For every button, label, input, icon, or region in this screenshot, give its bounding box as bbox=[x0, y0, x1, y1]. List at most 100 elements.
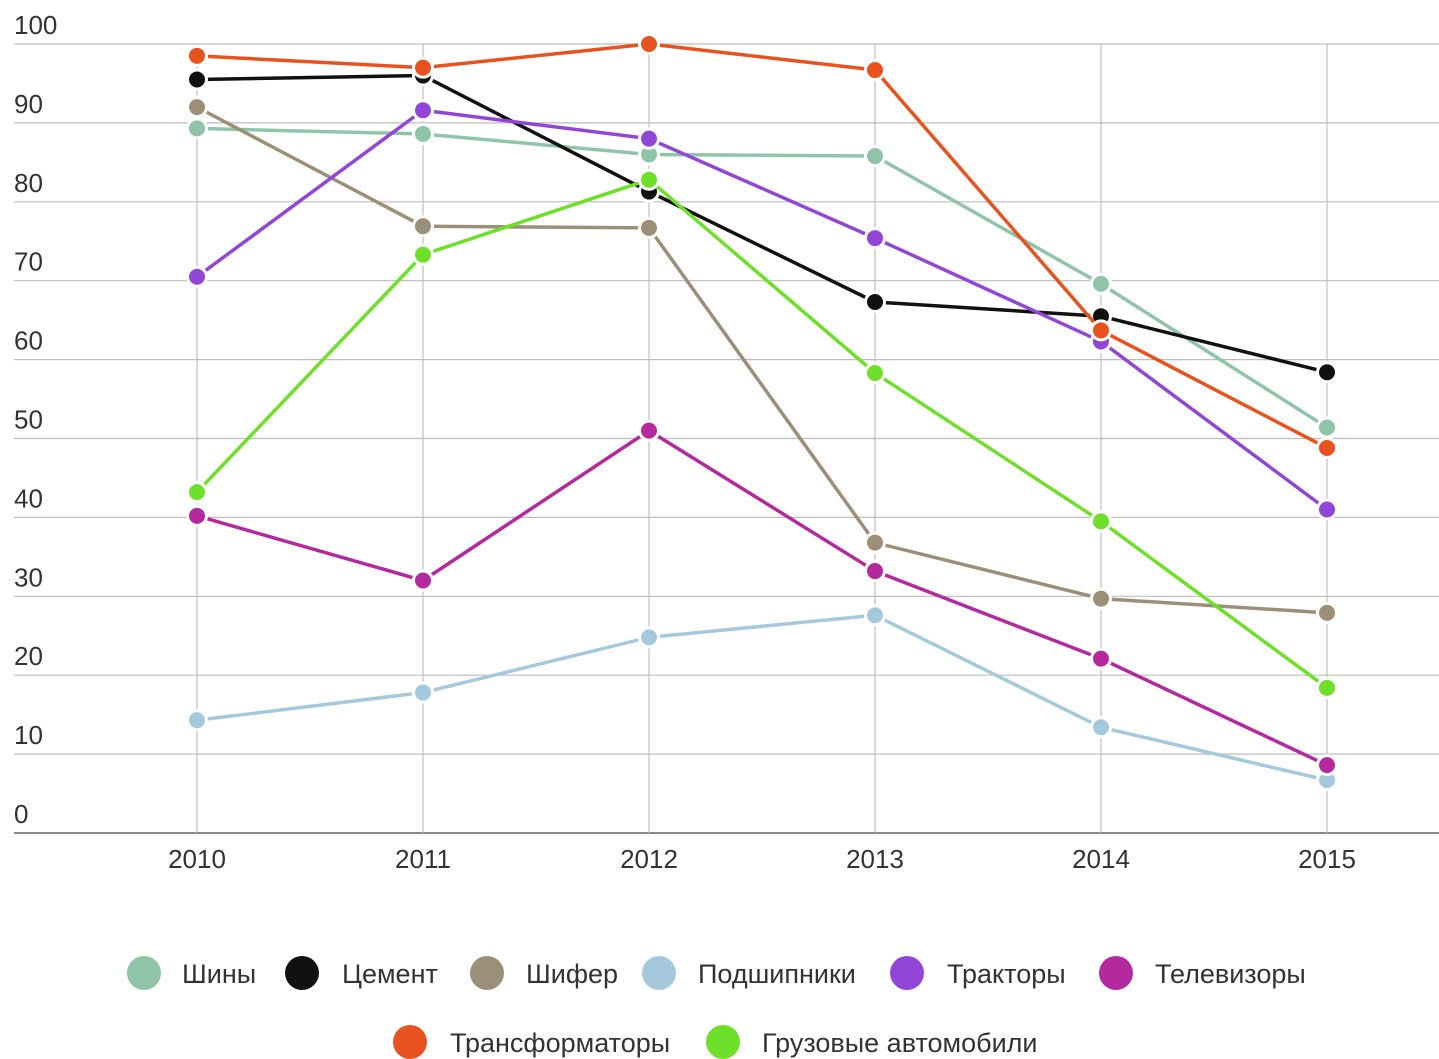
data-point-7-2011[interactable] bbox=[412, 56, 434, 79]
legend-swatch-6 bbox=[1099, 956, 1133, 990]
legend-label-4: Подшипники bbox=[698, 959, 856, 989]
series-2 bbox=[186, 64, 1338, 384]
legend-label-5: Тракторы bbox=[947, 959, 1066, 989]
data-point-5-2015[interactable] bbox=[1316, 498, 1338, 521]
data-point-8-2013[interactable] bbox=[864, 362, 886, 385]
data-point-5-2012[interactable] bbox=[638, 127, 660, 150]
data-point-7-2012[interactable] bbox=[638, 33, 660, 55]
data-point-8-2011[interactable] bbox=[412, 243, 434, 266]
y-tick-label-50: 50 bbox=[14, 405, 43, 435]
y-tick-label-30: 30 bbox=[14, 562, 43, 592]
series-7 bbox=[186, 33, 1338, 459]
data-point-5-2010[interactable] bbox=[186, 265, 208, 288]
series-3 bbox=[186, 96, 1338, 624]
legend-label-2: Цемент bbox=[342, 959, 438, 989]
x-axis-ticks: 2010 2011 2012 2013 2014 2015 bbox=[168, 844, 1356, 874]
legend-label-1: Шины bbox=[182, 959, 256, 989]
data-point-2-2015[interactable] bbox=[1316, 361, 1338, 384]
legend-item-3[interactable]: Шифер bbox=[470, 956, 618, 990]
series-4 bbox=[186, 604, 1338, 792]
data-point-3-2012[interactable] bbox=[638, 216, 660, 239]
legend-label-8: Грузовые автомобили bbox=[762, 1028, 1037, 1058]
legend-label-7: Трансформаторы bbox=[450, 1028, 670, 1058]
data-point-3-2011[interactable] bbox=[412, 215, 434, 238]
data-point-3-2015[interactable] bbox=[1316, 601, 1338, 624]
legend-swatch-3 bbox=[470, 956, 504, 990]
y-tick-label-0: 0 bbox=[14, 799, 28, 829]
legend-swatch-5 bbox=[890, 956, 924, 990]
data-point-3-2010[interactable] bbox=[186, 96, 208, 119]
data-point-7-2015[interactable] bbox=[1316, 436, 1338, 459]
data-point-8-2014[interactable] bbox=[1090, 510, 1112, 533]
data-point-1-2010[interactable] bbox=[186, 117, 208, 140]
data-point-7-2010[interactable] bbox=[186, 44, 208, 67]
legend-item-6[interactable]: Телевизоры bbox=[1099, 956, 1306, 990]
series-line-4 bbox=[195, 613, 1329, 782]
data-point-1-2014[interactable] bbox=[1090, 272, 1112, 295]
legend-item-5[interactable]: Тракторы bbox=[890, 956, 1066, 990]
data-point-6-2012[interactable] bbox=[638, 419, 660, 442]
series bbox=[186, 33, 1338, 792]
data-point-4-2014[interactable] bbox=[1090, 716, 1112, 739]
y-tick-label-60: 60 bbox=[14, 326, 43, 356]
x-tick-label-2014: 2014 bbox=[1072, 844, 1130, 874]
data-point-6-2011[interactable] bbox=[412, 569, 434, 592]
legend: Шины Цемент Шифер Подшипники Тракторы Телевиз… bbox=[127, 956, 1306, 1059]
series-line-5 bbox=[195, 108, 1329, 512]
legend-item-7[interactable]: Трансформаторы bbox=[393, 1025, 670, 1059]
y-tick-label-100: 100 bbox=[14, 10, 57, 40]
data-point-8-2012[interactable] bbox=[638, 168, 660, 191]
series-line-6 bbox=[195, 428, 1329, 767]
y-tick-label-80: 80 bbox=[14, 168, 43, 198]
legend-swatch-8 bbox=[706, 1025, 740, 1059]
data-point-4-2013[interactable] bbox=[864, 604, 886, 627]
series-line-8 bbox=[195, 177, 1329, 690]
data-point-1-2011[interactable] bbox=[412, 122, 434, 145]
data-point-1-2015[interactable] bbox=[1316, 416, 1338, 439]
legend-swatch-2 bbox=[285, 956, 319, 990]
data-point-2-2013[interactable] bbox=[864, 291, 886, 314]
legend-item-2[interactable]: Цемент bbox=[285, 956, 438, 990]
data-point-2-2010[interactable] bbox=[186, 68, 208, 91]
series-line-7 bbox=[195, 42, 1329, 450]
data-point-8-2010[interactable] bbox=[186, 481, 208, 504]
y-tick-label-70: 70 bbox=[14, 247, 43, 277]
data-point-8-2015[interactable] bbox=[1316, 676, 1338, 699]
data-point-5-2011[interactable] bbox=[412, 99, 434, 122]
series-1 bbox=[186, 117, 1338, 439]
data-point-3-2014[interactable] bbox=[1090, 587, 1112, 610]
x-tick-label-2015: 2015 bbox=[1298, 844, 1356, 874]
y-tick-label-40: 40 bbox=[14, 483, 43, 513]
series-line-1 bbox=[195, 126, 1329, 430]
data-point-5-2013[interactable] bbox=[864, 227, 886, 250]
legend-swatch-1 bbox=[127, 956, 161, 990]
legend-item-1[interactable]: Шины bbox=[127, 956, 256, 990]
data-point-4-2010[interactable] bbox=[186, 709, 208, 732]
legend-label-6: Телевизоры bbox=[1155, 959, 1306, 989]
data-point-6-2014[interactable] bbox=[1090, 647, 1112, 670]
legend-swatch-4 bbox=[642, 956, 676, 990]
x-tick-label-2010: 2010 bbox=[168, 844, 226, 874]
data-point-6-2013[interactable] bbox=[864, 560, 886, 583]
data-point-4-2012[interactable] bbox=[638, 626, 660, 649]
data-point-7-2014[interactable] bbox=[1090, 319, 1112, 342]
legend-swatch-7 bbox=[393, 1025, 427, 1059]
series-line-3 bbox=[195, 105, 1329, 615]
series-8 bbox=[186, 168, 1338, 699]
data-point-6-2015[interactable] bbox=[1316, 754, 1338, 777]
x-tick-label-2012: 2012 bbox=[620, 844, 678, 874]
data-point-1-2013[interactable] bbox=[864, 145, 886, 168]
x-tick-label-2011: 2011 bbox=[395, 844, 451, 874]
data-point-7-2013[interactable] bbox=[864, 59, 886, 82]
data-point-6-2010[interactable] bbox=[186, 504, 208, 527]
series-5 bbox=[186, 99, 1338, 521]
data-point-4-2011[interactable] bbox=[412, 681, 434, 704]
legend-label-3: Шифер bbox=[526, 959, 618, 989]
y-tick-label-90: 90 bbox=[14, 89, 43, 119]
legend-item-8[interactable]: Грузовые автомобили bbox=[706, 1025, 1037, 1059]
y-tick-label-20: 20 bbox=[14, 641, 43, 671]
legend-item-4[interactable]: Подшипники bbox=[642, 956, 856, 990]
data-point-3-2013[interactable] bbox=[864, 531, 886, 554]
